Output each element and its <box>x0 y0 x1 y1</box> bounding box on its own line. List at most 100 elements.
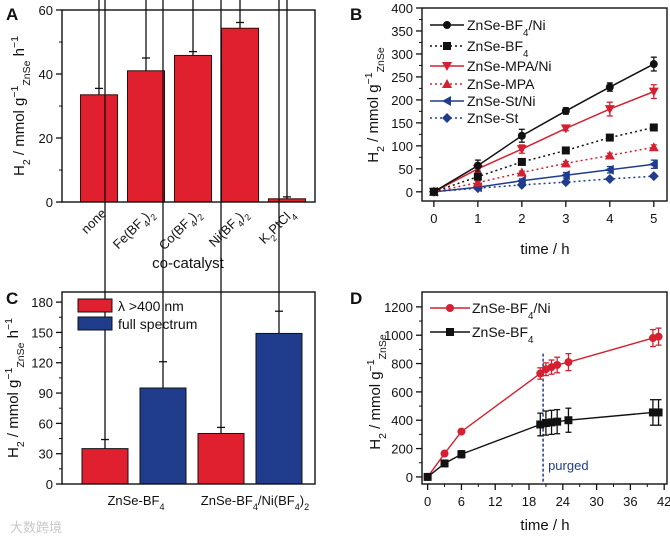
y-tick-label: 400 <box>391 413 413 428</box>
legend-label: ZnSe-St/Ni <box>467 93 535 109</box>
data-point <box>604 105 615 115</box>
y-tick-label: 250 <box>391 70 413 85</box>
data-point <box>473 161 482 170</box>
legend-marker <box>443 21 451 29</box>
y-tick-label: 90 <box>39 386 53 401</box>
y-tick-label: 0 <box>406 470 413 485</box>
data-point <box>564 358 573 367</box>
series-line <box>433 63 655 193</box>
y-tick-label: 600 <box>391 385 413 400</box>
data-point <box>553 417 562 426</box>
legend-marker <box>442 79 452 88</box>
data-point <box>517 131 526 140</box>
bar <box>127 70 165 203</box>
data-point <box>553 360 562 369</box>
data-point <box>605 83 614 92</box>
y-tick-label: 60 <box>39 416 53 431</box>
legend-label: ZnSe-BF4 <box>472 324 534 346</box>
y-axis-label: H2 / mmol g−1ZnSe <box>365 334 389 450</box>
legend-marker <box>446 304 454 312</box>
plot-frame <box>61 291 316 485</box>
data-point <box>516 145 527 155</box>
y-tick-label: 1000 <box>384 328 413 343</box>
bar <box>139 387 187 485</box>
x-tick-label: 18 <box>522 494 536 509</box>
data-point <box>648 159 658 170</box>
y-tick-label: 60 <box>39 3 53 18</box>
legend-label: λ >400 nm <box>118 298 184 314</box>
y-tick-label: 1200 <box>384 300 413 315</box>
data-point <box>604 150 615 160</box>
data-point <box>457 427 466 436</box>
legend-label: ZnSe-BF4/Ni <box>472 300 551 322</box>
plot-frame <box>421 291 668 485</box>
data-point <box>564 416 573 425</box>
legend-label: ZnSe-BF4 <box>467 38 529 60</box>
y-tick-label: 200 <box>391 93 413 108</box>
legend-label: ZnSe-St <box>467 110 518 126</box>
x-category-label: ZnSe-BF4 <box>107 493 164 512</box>
x-tick-label: 6 <box>458 494 465 509</box>
y-tick-label: 150 <box>31 325 53 340</box>
series-line <box>433 126 654 193</box>
y-tick-label: 350 <box>391 24 413 39</box>
x-axis-label: time / h <box>520 517 569 534</box>
panel-letter-d: D <box>350 289 362 308</box>
y-tick-label: 40 <box>39 67 53 82</box>
data-point <box>536 369 545 378</box>
x-tick-label: 4 <box>606 211 613 226</box>
y-tick-label: 150 <box>391 116 413 131</box>
data-point <box>457 450 466 459</box>
data-point <box>561 106 570 115</box>
y-tick-label: 300 <box>391 47 413 62</box>
y-tick-label: 0 <box>46 477 53 492</box>
bar <box>255 332 303 485</box>
legend-label: ZnSe-MPA/Ni <box>467 58 552 74</box>
x-tick-label: 42 <box>657 494 670 509</box>
data-point <box>648 171 659 182</box>
legend-marker <box>442 62 452 71</box>
y-tick-label: 400 <box>391 1 413 16</box>
y-tick-label: 30 <box>39 447 53 462</box>
x-axis-label: co-catalyst <box>152 255 225 272</box>
plot-frame <box>421 7 668 202</box>
x-category-label: K2PtCl4 <box>256 206 300 250</box>
data-point <box>423 472 432 481</box>
data-point <box>440 459 449 468</box>
series-line <box>433 175 654 193</box>
data-point <box>649 60 658 69</box>
x-tick-label: 0 <box>430 211 437 226</box>
y-tick-label: 20 <box>39 131 53 146</box>
data-point <box>649 123 658 132</box>
panel-letter-c: C <box>6 289 18 308</box>
y-tick-label: 100 <box>391 139 413 154</box>
y-axis-label: H2 / mmol g−1ZnSe <box>363 47 387 163</box>
x-category-label: Ni(BF4)2 <box>206 206 253 253</box>
panel-letter-a: A <box>6 5 18 24</box>
x-tick-label: 1 <box>474 211 481 226</box>
series-line <box>433 146 654 193</box>
y-tick-label: 800 <box>391 357 413 372</box>
y-axis-label: H2 / mmol g−1ZnSe h−1 <box>9 36 33 176</box>
bar <box>221 27 259 203</box>
x-category-label: Fe(BF4)2 <box>110 206 159 255</box>
panel-c: 0 30 60 90 120 150 180 ZnSe-BF4 ZnSe-BF4/Ni(BF4)… <box>3 0 316 512</box>
legend-marker <box>446 328 454 336</box>
data-point <box>654 332 663 341</box>
data-point <box>429 187 438 196</box>
data-point <box>516 175 526 186</box>
legend-swatch <box>77 298 113 313</box>
bar <box>174 54 212 203</box>
data-point <box>517 157 526 166</box>
y-tick-label: 120 <box>31 356 53 371</box>
y-tick-label: 50 <box>399 162 413 177</box>
x-category-label: ZnSe-BF4/Ni(BF4)2 <box>201 493 309 512</box>
data-point <box>561 146 570 155</box>
x-tick-label: 36 <box>623 494 637 509</box>
data-point <box>516 167 527 177</box>
watermark: 大数跨境 <box>10 520 62 535</box>
data-point <box>440 449 449 458</box>
x-tick-label: 0 <box>424 494 431 509</box>
data-point <box>654 408 663 417</box>
